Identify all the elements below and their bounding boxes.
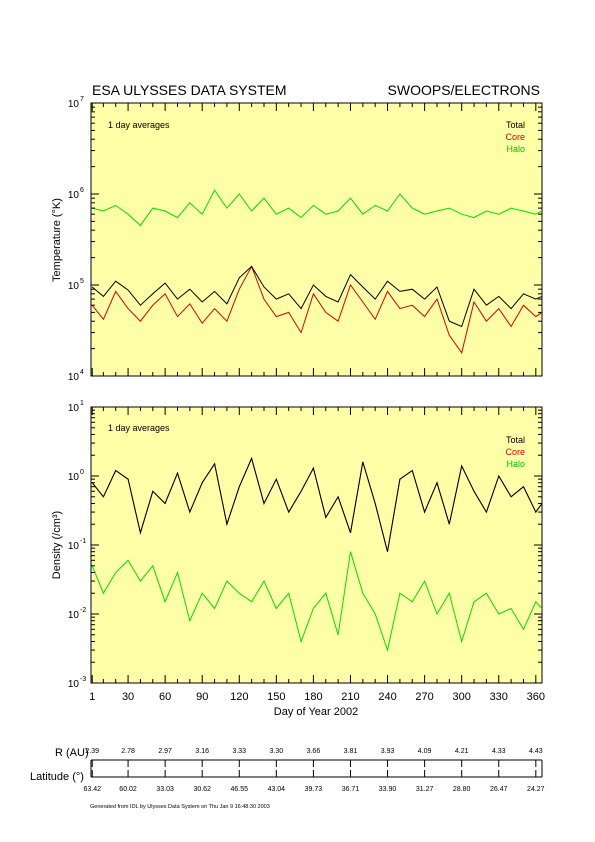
density-tick-label: 10 [68,472,80,483]
density-plot-area [90,406,543,684]
x-tick-labels: 1 30 60 90 120 150 180 210 240 270 300 330 360 [89,691,545,703]
series-line-total [91,456,543,552]
legend-total-dens: Total [506,435,525,445]
latitude-value: 33.90 [379,786,397,793]
x-tick-label: 120 [230,691,248,703]
x-tick-label: 240 [378,691,396,703]
r-value: 4.43 [529,748,543,755]
r-value: 3.16 [195,748,209,755]
x-tick-label: 90 [196,691,208,703]
x-axis-label: Day of Year 2002 [274,706,358,718]
orbit-tick-marks [90,759,543,778]
latitude-label: Latitude (°) [30,771,84,783]
series-line-core [91,265,543,354]
legend-core-dens: Core [505,447,525,457]
temperature-y-label: Temperature (°K) [51,198,63,282]
latitude-value: 33.03 [156,786,174,793]
r-value: 3.93 [381,748,395,755]
x-tick-label: 300 [453,691,471,703]
density-tick-exponent: 1 [80,400,84,407]
latitude-value: 30.62 [193,786,211,793]
x-tick-label: 1 [89,691,95,703]
latitude-value: 26.47 [490,786,508,793]
temperature-tick-label: 10 [68,372,80,383]
temperature-tick-label: 10 [68,281,80,292]
r-value: 3.33 [232,748,246,755]
footer-note: Generated from IDL by Ulysses Data Syste… [90,804,270,810]
temperature-tick-exponent: 6 [80,187,84,194]
temperature-series [91,189,543,354]
latitude-value: 39.73 [305,786,323,793]
r-value: 2.39 [85,748,99,755]
latitude-value: 46.55 [231,786,249,793]
temperature-tick-label: 10 [68,99,80,110]
r-value: 4.09 [418,748,432,755]
density-tick-label: 10 [68,541,80,552]
r-value: 3.30 [270,748,284,755]
temperature-tick-exponent: 4 [80,369,84,376]
system-title: ESA ULYSSES DATA SYSTEM [92,82,287,98]
temperature-tick-exponent: 5 [80,278,84,285]
latitude-value: 36.71 [342,786,360,793]
latitude-values: 63.42 60.02 33.03 30.62 46.55 43.04 39.73 36.71… [83,786,544,793]
x-tick-label: 360 [527,691,545,703]
r-value: 3.66 [307,748,321,755]
density-tick-exponent: 0 [80,469,84,476]
x-tick-label: 330 [490,691,508,703]
temperature-tick-label: 10 [68,190,80,201]
r-value: 4.33 [492,748,506,755]
r-value: 3.81 [344,748,358,755]
temperature-annotation: 1 day averages [108,120,170,130]
series-line-halo [91,551,543,652]
latitude-value: 24.27 [527,786,545,793]
latitude-value: 31.27 [416,786,434,793]
r-value: 4.21 [455,748,469,755]
legend-halo-temp: Halo [506,144,525,154]
x-tick-label: 30 [122,691,134,703]
x-tick-label: 180 [304,691,322,703]
density-tick-exponent: -2 [80,607,86,614]
density-y-label: Density (/cm³) [51,511,63,579]
latitude-value: 60.02 [119,786,137,793]
latitude-value: 63.42 [83,786,101,793]
r-au-label: R (AU) [55,747,89,759]
r-value: 2.97 [158,748,172,755]
x-tick-label: 60 [159,691,171,703]
temperature-tick-exponent: 7 [80,96,84,103]
x-tick-label: 210 [341,691,359,703]
series-line-total [91,265,543,328]
legend-halo-dens: Halo [506,459,525,469]
density-tick-label: 10 [68,403,80,414]
density-tick-label: 10 [68,610,80,621]
r-value: 2.78 [121,748,135,755]
series-line-halo [92,189,543,227]
x-tick-label: 270 [415,691,433,703]
instrument-title: SWOOPS/ELECTRONS [387,82,540,98]
density-series [91,456,543,652]
legend-total-temp: Total [506,120,525,130]
density-annotation: 1 day averages [108,423,170,433]
latitude-value: 28.80 [453,786,471,793]
density-tick-exponent: -3 [80,676,86,683]
latitude-value: 43.04 [268,786,286,793]
x-tick-label: 150 [267,691,285,703]
legend-core-temp: Core [505,132,525,142]
orbit-axes: R (AU) Latitude (°) 2.39 2.78 2.97 3.16 3.33… [30,747,545,793]
density-tick-exponent: -1 [80,538,86,545]
density-tick-label: 10 [68,679,80,690]
r-values: 2.39 2.78 2.97 3.16 3.33 3.30 3.66 3.81 3.93 4.09… [85,748,542,755]
temperature-plot-area [90,102,543,377]
